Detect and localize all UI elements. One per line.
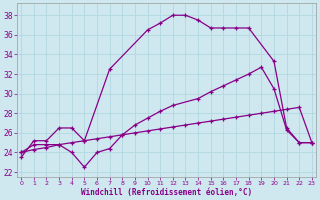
X-axis label: Windchill (Refroidissement éolien,°C): Windchill (Refroidissement éolien,°C) (81, 188, 252, 197)
